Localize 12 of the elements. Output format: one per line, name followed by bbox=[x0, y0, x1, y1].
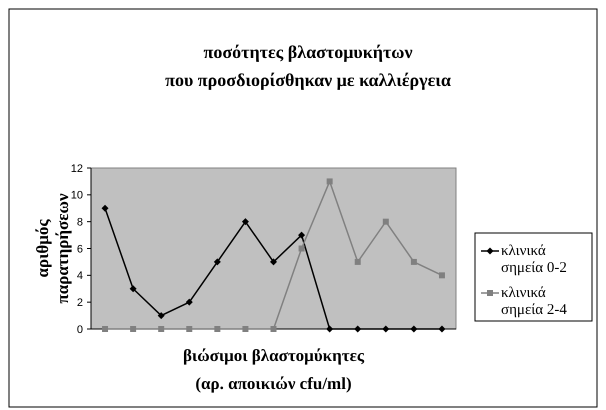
x-axis-title: βιώσιμοι βλαστομύκητες (αρ. αποικιών cfu/ml) bbox=[182, 346, 365, 393]
y-tick-label: 12 bbox=[70, 162, 83, 175]
y-tick-label: 2 bbox=[76, 297, 83, 310]
y-tick-label: 0 bbox=[76, 324, 83, 336]
y-tick-label: 8 bbox=[76, 216, 83, 229]
chart-title: ποσότητες βλαστομυκήτων που προσδιορίσθηκαν με καλλιέργεια bbox=[165, 42, 451, 90]
legend-label: κλινικά σημεία 2-4 bbox=[501, 285, 568, 318]
y-tick-label: 10 bbox=[70, 190, 83, 202]
y-axis-title: αριθμός παρατηρήσεων bbox=[33, 193, 72, 304]
legend-label: κλινικά σημεία 0-2 bbox=[501, 243, 567, 276]
y-tick-label: 4 bbox=[76, 270, 83, 282]
y-tick-label: 6 bbox=[76, 243, 83, 256]
